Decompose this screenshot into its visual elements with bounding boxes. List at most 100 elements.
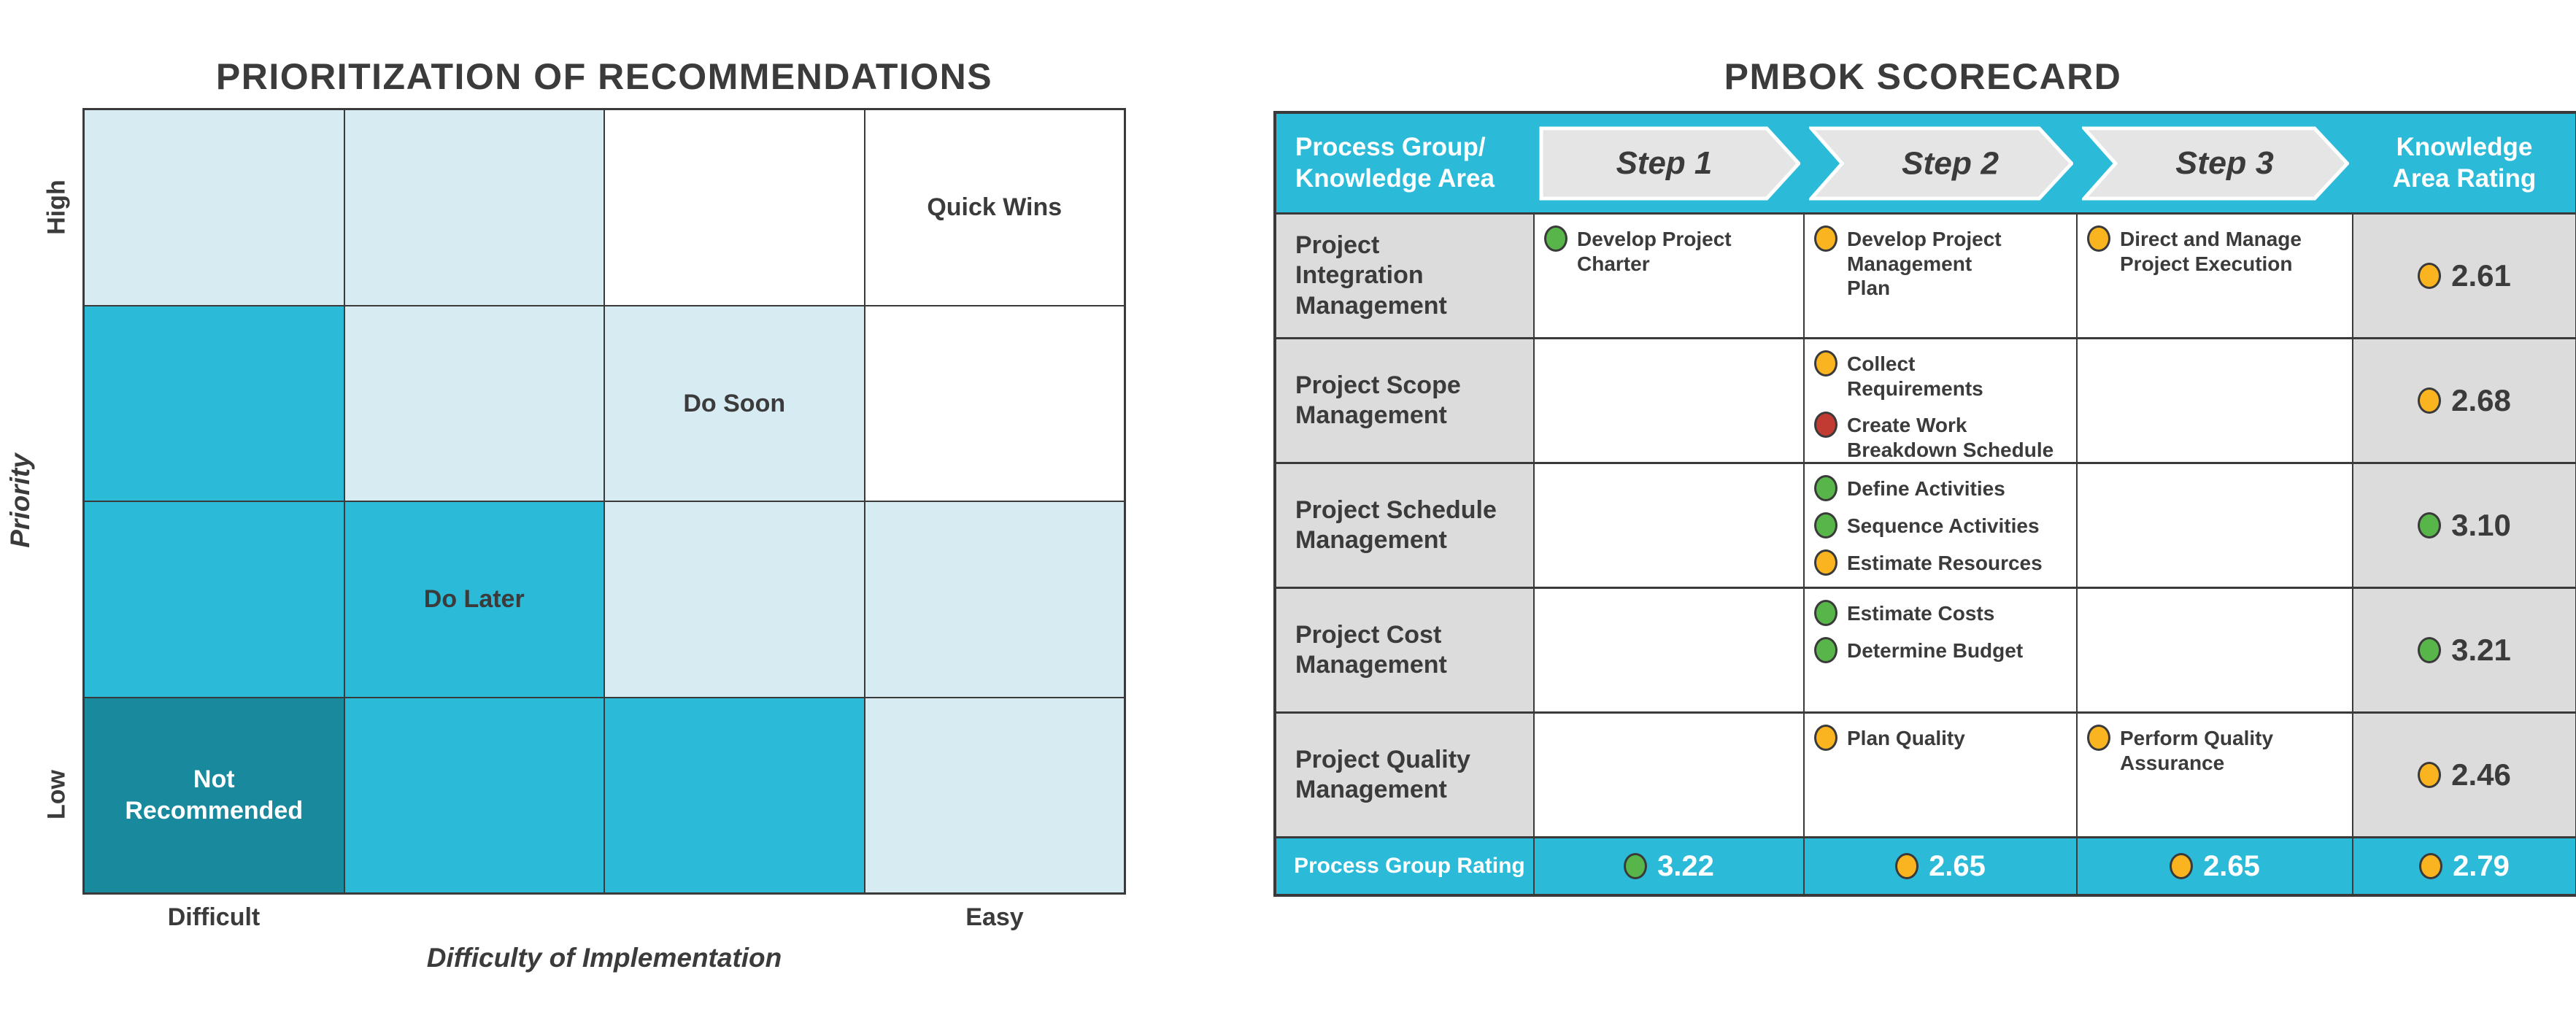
y-tick-high: High	[42, 180, 71, 235]
rating-value: 2.46	[2451, 757, 2511, 792]
rating-value: 2.61	[2451, 258, 2511, 293]
priority-matrix: Quick Wins Do Soon Do Later Not Recommended	[82, 108, 1126, 895]
header-process-group-knowledge-area: Process Group/ Knowledge Area	[1295, 132, 1495, 193]
status-dot-green	[1544, 225, 1567, 252]
matrix-cell-r2c1	[85, 306, 344, 501]
process-item-label: Develop Project Management Plan	[1847, 228, 2002, 300]
process-group-rating-label: Process Group Rating	[1294, 854, 1525, 878]
header-step-1: Step 1	[1535, 114, 1805, 212]
process-item-label: Direct and Manage Project Execution	[2120, 228, 2302, 275]
knowledge-area-name: Project Quality Management	[1276, 714, 1533, 836]
rating-value: 2.68	[2451, 383, 2511, 417]
header-step-3: Step 3	[2078, 114, 2353, 212]
status-dot-green	[2418, 637, 2442, 663]
matrix-cell-r1c4: Quick Wins	[865, 110, 1124, 305]
matrix-cell-r4c3	[605, 698, 864, 892]
knowledge-area-rating: 2.61	[2353, 215, 2575, 337]
process-group-rating-value: 2.65	[1929, 849, 1986, 882]
rating-value: 3.10	[2451, 508, 2511, 542]
process-item-label: Determine Budget	[1847, 639, 2024, 662]
y-axis-title: Priority	[5, 453, 35, 548]
row5-step3-cell: Perform Quality Assurance	[2078, 714, 2352, 836]
scorecard-header-row: Process Group/ Knowledge Area Step 1 Ste…	[1276, 114, 2575, 212]
process-item-label: Estimate Resources	[1847, 552, 2043, 574]
row4-step1-cell	[1535, 589, 1803, 711]
matrix-cell-r3c4	[865, 502, 1124, 697]
knowledge-area-rating: 2.46	[2353, 714, 2575, 836]
status-dot-yellow	[1814, 225, 1837, 252]
matrix-cell-r1c2	[344, 110, 603, 305]
process-group-rating-value: 3.22	[1657, 849, 1714, 882]
process-item: Sequence Activities	[1814, 512, 2040, 539]
process-item-label: Develop Project Charter	[1577, 228, 1732, 275]
knowledge-area-label: Project Schedule Management	[1295, 495, 1497, 554]
status-dot-yellow	[1895, 853, 1919, 879]
process-group-rating-step2: 2.65	[1805, 838, 2076, 894]
process-item: Develop Project Charter	[1544, 225, 1732, 276]
process-item-label: Perform Quality Assurance	[2120, 727, 2274, 774]
row2-step3-cell	[2078, 339, 2352, 462]
process-item: Perform Quality Assurance	[2087, 725, 2273, 775]
knowledge-area-name: Project Scope Management	[1276, 339, 1533, 462]
knowledge-area-name: Project Schedule Management	[1276, 464, 1533, 587]
step2-label: Step 2	[1902, 145, 1999, 180]
matrix-cell-r2c4	[865, 306, 1124, 501]
status-dot-red	[1814, 412, 1837, 439]
status-dot-yellow	[1814, 350, 1837, 377]
row5-step1-cell	[1535, 714, 1803, 836]
process-item: Collect Requirements	[1814, 350, 1983, 401]
process-item: Develop Project Management Plan	[1814, 225, 2002, 301]
row1-step1-cell: Develop Project Charter	[1535, 215, 1803, 337]
process-group-rating-step1: 3.22	[1535, 838, 1803, 894]
knowledge-area-label: Project Scope Management	[1295, 371, 1461, 429]
process-group-rating-value: 2.79	[2453, 849, 2510, 882]
status-dot-green	[2418, 512, 2442, 539]
step2-arrow-shape	[1808, 126, 2074, 201]
row4-step3-cell	[2078, 589, 2352, 711]
knowledge-area-label: Project Quality Management	[1295, 745, 1470, 803]
header-step-2: Step 2	[1805, 114, 2078, 212]
knowledge-area-label: Project Cost Management	[1295, 620, 1447, 679]
status-dot-green	[1814, 600, 1837, 626]
matrix-zone-label: Do Later	[423, 585, 525, 613]
status-dot-yellow	[1814, 549, 1837, 576]
matrix-cell-r4c1: Not Recommended	[85, 698, 344, 892]
process-item: Define Activities	[1814, 475, 2005, 501]
process-item: Estimate Costs	[1814, 600, 1994, 626]
matrix-cell-r4c2	[344, 698, 603, 892]
rating-value: 3.21	[2451, 633, 2511, 667]
process-group-rating-value: 2.65	[2203, 849, 2260, 882]
prioritization-title: PRIORITIZATION OF RECOMMENDATIONS	[215, 55, 993, 97]
step3-label: Step 3	[2175, 145, 2273, 180]
process-item-label: Create Work Breakdown Schedule	[1847, 414, 2054, 461]
matrix-zone-label: Not Recommended	[125, 765, 304, 825]
status-dot-yellow	[2419, 853, 2443, 879]
status-dot-yellow	[2170, 853, 2194, 879]
step1-label: Step 1	[1616, 146, 1712, 181]
knowledge-area-name: Project Integration Management	[1276, 215, 1533, 337]
process-item: Plan Quality	[1814, 725, 1965, 751]
process-item-label: Sequence Activities	[1847, 514, 2040, 537]
x-tick-difficult: Difficult	[167, 903, 261, 931]
knowledge-area-rating: 2.68	[2353, 339, 2575, 462]
matrix-zone-label: Quick Wins	[927, 193, 1063, 221]
process-item: Create Work Breakdown Schedule	[1814, 412, 2054, 462]
process-group-rating-label-cell: Process Group Rating	[1276, 838, 1533, 894]
header-knowledge-area-rating: Knowledge Area Rating	[2392, 132, 2537, 193]
matrix-cell-r3c3	[605, 502, 864, 697]
status-dot-yellow	[2418, 263, 2442, 289]
status-dot-green	[1624, 853, 1648, 879]
process-item: Direct and Manage Project Execution	[2087, 225, 2302, 276]
status-dot-yellow	[2087, 725, 2110, 751]
row3-step1-cell	[1535, 464, 1803, 587]
process-group-rating-step4: 2.79	[2353, 838, 2575, 894]
y-tick-low: Low	[42, 770, 71, 819]
process-item-label: Plan Quality	[1847, 727, 1965, 749]
knowledge-area-rating: 3.10	[2353, 464, 2575, 587]
row1-step3-cell: Direct and Manage Project Execution	[2078, 215, 2352, 337]
status-dot-yellow	[2418, 762, 2442, 788]
process-item-label: Estimate Costs	[1847, 602, 1995, 625]
pmbok-scorecard-table: Process Group/ Knowledge Area Step 1 Ste…	[1273, 111, 2576, 897]
step3-arrow: Step 3	[2081, 126, 2350, 201]
matrix-cell-r1c1	[85, 110, 344, 305]
